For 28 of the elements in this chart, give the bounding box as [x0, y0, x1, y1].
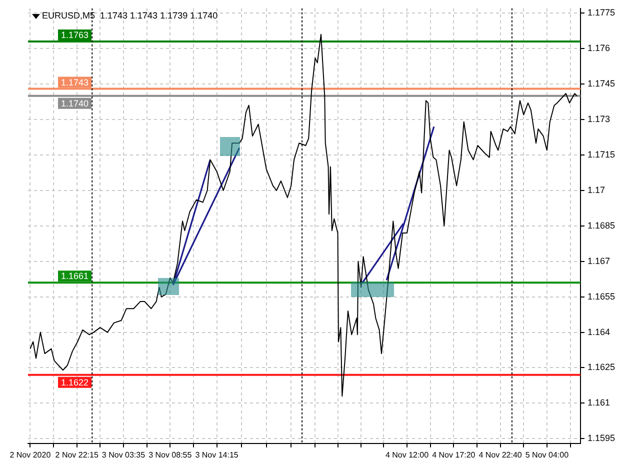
y-tick-label: 1.1745: [587, 78, 616, 89]
y-tick-label: 1.167: [587, 256, 610, 266]
x-tick-label: 4 Nov 12:00: [385, 450, 430, 460]
ref-line-label: 1.1763: [61, 30, 89, 40]
y-tick-label: 1.1625: [587, 362, 616, 372]
y-tick-label: 1.17: [587, 184, 606, 195]
x-tick-label: 3 Nov 14:15: [195, 450, 239, 460]
y-tick-label: 1.1685: [587, 220, 616, 230]
x-tick-label: 2 Nov 2020: [10, 450, 52, 460]
y-tick-label: 1.176: [587, 43, 610, 54]
ref-line-label: 1.1661: [61, 271, 89, 282]
chart-title: EURUSD,M5 1.1743 1.1743 1.1739 1.1740: [42, 10, 218, 20]
y-tick-label: 1.164: [587, 326, 610, 337]
x-tick-label: 5 Nov 04:00: [525, 450, 570, 460]
x-tick-label: 4 Nov 22:40: [478, 450, 522, 460]
ref-line-label: 1.1743: [61, 77, 89, 88]
y-tick-label: 1.1595: [587, 433, 616, 444]
x-tick-label: 3 Nov 08:55: [148, 450, 192, 460]
x-tick-label: 2 Nov 22:15: [55, 450, 99, 460]
y-tick-label: 1.161: [587, 398, 610, 408]
y-tick-label: 1.173: [587, 114, 610, 124]
y-tick-label: 1.1775: [587, 8, 616, 18]
x-tick-label: 3 Nov 03:35: [102, 450, 146, 460]
y-tick-label: 1.1655: [587, 291, 616, 302]
ref-line-label: 1.1622: [61, 377, 89, 388]
x-tick-label: 4 Nov 17:20: [432, 450, 476, 460]
ref-line-label: 1.1740: [61, 98, 89, 108]
y-tick-label: 1.1715: [587, 149, 616, 160]
